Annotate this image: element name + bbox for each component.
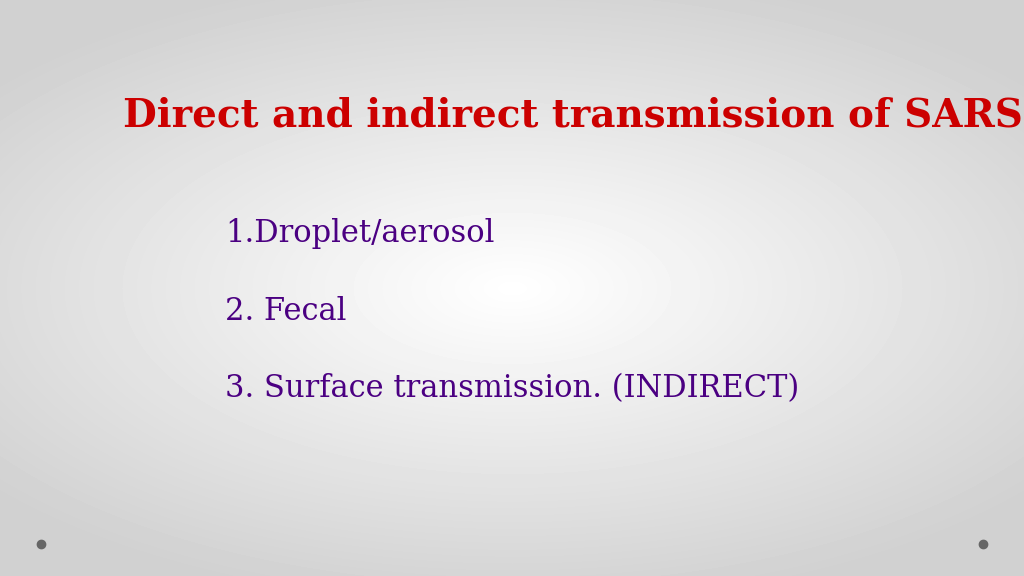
Text: Direct and indirect transmission of SARS -CoV-2: Direct and indirect transmission of SARS… [123,96,1024,134]
Text: 3. Surface transmission. (INDIRECT): 3. Surface transmission. (INDIRECT) [225,373,800,404]
Text: 1.Droplet/aerosol: 1.Droplet/aerosol [225,218,495,249]
Text: 2. Fecal: 2. Fecal [225,295,347,327]
